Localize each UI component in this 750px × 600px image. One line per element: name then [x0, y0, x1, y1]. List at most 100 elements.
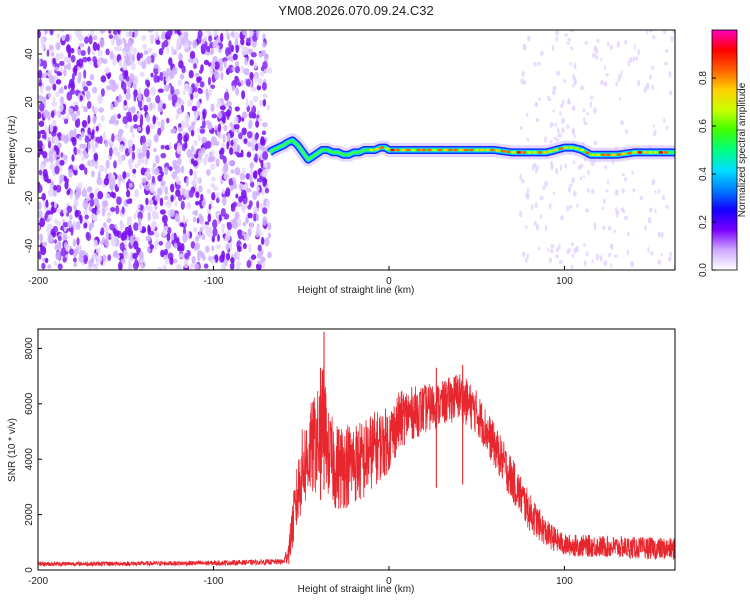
signal-peak [501, 150, 505, 153]
noise-blob [118, 144, 125, 153]
noise-speckle [573, 160, 576, 165]
noise-blob [193, 148, 197, 155]
noise-blob [70, 81, 76, 91]
noise-blob [126, 217, 132, 227]
noise-blob [173, 242, 178, 249]
noise-blob [130, 62, 136, 71]
noise-blob [246, 131, 253, 139]
noise-blob [85, 194, 90, 202]
signal-peak [558, 147, 563, 150]
noise-blob [79, 164, 85, 171]
noise-speckle [526, 193, 530, 200]
noise-blob [41, 241, 48, 247]
noise-blob [63, 118, 69, 125]
noise-blob [155, 30, 159, 41]
noise-blob [246, 151, 252, 158]
noise-blob [230, 206, 236, 212]
signal-peak [532, 151, 537, 154]
noise-blob [123, 99, 128, 106]
noise-blob [142, 144, 148, 153]
noise-blob [101, 207, 106, 217]
noise-blob [147, 30, 154, 33]
noise-blob [117, 113, 121, 119]
snr-x-label: Height of straight line (km) [298, 584, 415, 595]
noise-blob [71, 72, 75, 82]
noise-speckle [603, 81, 608, 87]
noise-blob [180, 37, 186, 46]
noise-blob [257, 117, 263, 123]
noise-blob [170, 128, 177, 133]
noise-speckle [592, 107, 597, 114]
noise-blob [183, 261, 189, 269]
noise-speckle [573, 62, 577, 70]
noise-blob [78, 71, 82, 80]
noise-blob [184, 252, 190, 260]
noise-blob [183, 134, 188, 143]
noise-blob [88, 35, 93, 45]
signal-peak [401, 148, 405, 152]
noise-blob [262, 42, 266, 48]
noise-blob [60, 86, 64, 94]
noise-blob [231, 44, 234, 53]
noise-blob [166, 232, 171, 242]
noise-blob [154, 231, 160, 238]
noise-blob [66, 205, 73, 213]
noise-blob [168, 166, 173, 172]
noise-blob [229, 122, 233, 127]
noise-speckle [538, 97, 541, 101]
noise-blob [192, 216, 197, 223]
signal-peak [527, 151, 532, 154]
noise-blob [245, 216, 249, 223]
noise-blob [206, 189, 212, 194]
signal-peak [453, 148, 458, 152]
noise-blob [118, 174, 122, 183]
spectrogram-x-tick-label: -100 [203, 276, 223, 287]
spectrogram-y-tick-label: 0 [24, 147, 35, 153]
signal-peak [369, 148, 374, 152]
noise-blob [71, 154, 75, 162]
noise-speckle [663, 30, 667, 35]
noise-blob [38, 201, 41, 210]
noise-blob [99, 135, 103, 145]
noise-speckle [548, 257, 553, 264]
noise-speckle [559, 111, 562, 116]
noise-blob [208, 203, 212, 210]
noise-blob [140, 52, 143, 59]
noise-speckle [582, 108, 586, 113]
noise-blob [148, 230, 155, 236]
noise-blob [177, 132, 183, 142]
noise-blob [165, 240, 172, 250]
snr-y-tick-label: 0 [24, 567, 35, 573]
noise-blob [90, 30, 95, 37]
noise-blob [249, 174, 253, 183]
noise-blob [85, 231, 90, 240]
noise-blob [78, 255, 84, 263]
noise-blob [49, 123, 54, 133]
snr-frame [37, 328, 676, 571]
noise-blob [228, 40, 232, 50]
noise-blob [86, 57, 92, 62]
noise-blob [188, 70, 194, 79]
noise-blob [241, 111, 248, 119]
noise-blob [256, 260, 263, 265]
noise-blob [232, 201, 238, 208]
noise-blob [192, 39, 198, 49]
noise-blob [38, 210, 43, 219]
signal-peak [432, 148, 437, 152]
noise-blob [159, 71, 164, 82]
noise-blob [223, 172, 230, 181]
noise-blob [191, 83, 196, 88]
noise-speckle [573, 133, 576, 139]
noise-blob [220, 32, 224, 43]
noise-speckle [583, 260, 587, 267]
noise-blob [81, 189, 88, 198]
noise-blob [263, 162, 268, 168]
noise-blob [166, 117, 170, 124]
noise-blob [60, 247, 67, 257]
noise-blob [118, 59, 123, 68]
noise-blob [82, 56, 88, 63]
noise-blob [243, 46, 249, 55]
noise-speckle [579, 176, 583, 181]
noise-speckle [600, 58, 603, 62]
noise-blob [83, 150, 88, 157]
